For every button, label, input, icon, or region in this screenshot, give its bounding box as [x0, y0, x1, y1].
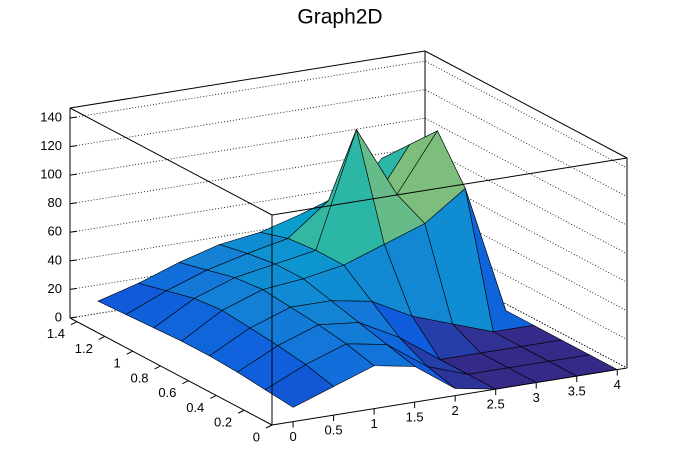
- x-tick-label: 1: [371, 416, 378, 431]
- axis-frame: [69, 107, 273, 216]
- z-tick-label: 20: [48, 281, 62, 296]
- z-tick: [69, 287, 78, 290]
- y-tick-label: 1: [113, 356, 120, 371]
- y-tick: [70, 321, 78, 326]
- x-tick-label: 3: [533, 390, 540, 405]
- axis-frame: [271, 157, 628, 216]
- y-tick-label: 0.4: [186, 400, 204, 415]
- y-tick-label: 1.4: [47, 326, 65, 341]
- z-tick-label: 80: [48, 195, 62, 210]
- z-tick: [69, 202, 78, 205]
- x-tick-label: 2.5: [487, 397, 505, 412]
- y-tick: [182, 380, 189, 385]
- z-tick: [69, 145, 78, 148]
- y-tick: [98, 336, 106, 340]
- y-tick: [154, 365, 161, 370]
- z-tick-label: 40: [48, 252, 62, 267]
- surface-cell: [264, 364, 335, 408]
- x-tick-label: 2: [452, 403, 459, 418]
- y-tick-label: 0.8: [130, 370, 148, 385]
- z-tick-label: 60: [48, 224, 62, 239]
- z-tick-label: 0: [55, 309, 62, 324]
- y-tick-label: 0.2: [214, 415, 232, 430]
- y-tick: [237, 409, 245, 414]
- axis-frame: [69, 50, 426, 109]
- y-axis: [69, 317, 273, 426]
- x-tick-label: 1.5: [406, 410, 424, 425]
- x-tick-label: 0: [289, 429, 296, 444]
- z-tick: [69, 259, 78, 262]
- y-tick: [126, 350, 133, 355]
- z-tick: [69, 230, 78, 233]
- chart-title: Graph2D: [297, 6, 382, 29]
- y-tick-label: 1.2: [75, 341, 93, 356]
- z-tick-label: 140: [40, 109, 62, 124]
- y-tick: [210, 395, 217, 399]
- x-axis: [271, 367, 628, 426]
- z-tick-label: 120: [40, 138, 62, 153]
- axis-frame: [424, 260, 628, 369]
- z-tick-label: 100: [40, 167, 62, 182]
- x-tick-label: 3.5: [568, 384, 586, 399]
- z-tick: [69, 316, 78, 319]
- z-tick: [69, 116, 78, 119]
- x-tick-label: 4: [614, 377, 621, 392]
- z-tick: [69, 173, 78, 176]
- y-tick-label: 0.6: [158, 385, 176, 400]
- y-tick: [265, 424, 273, 429]
- x-tick-label: 0.5: [325, 423, 343, 438]
- y-tick-label: 0: [253, 429, 260, 444]
- axis-frame: [424, 50, 628, 159]
